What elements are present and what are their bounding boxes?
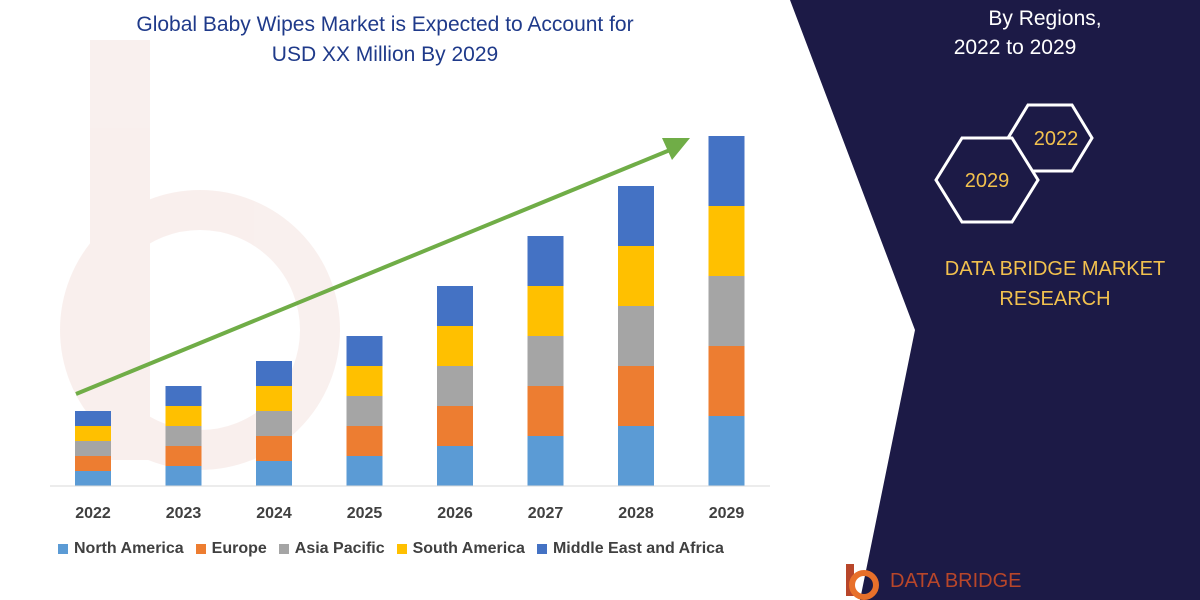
legend-swatch [536, 544, 547, 554]
bar-segment-2023-0 [165, 466, 202, 486]
bar-segment-2024-4 [256, 361, 292, 386]
bar-segment-2023-3 [165, 406, 202, 426]
x-tick-label: 2023 [166, 505, 202, 522]
bar-segment-2022-2 [75, 441, 111, 456]
bar-segment-2027-1 [527, 386, 564, 436]
bar-segment-2022-0 [75, 471, 111, 486]
bar-segment-2029-3 [708, 206, 745, 276]
brand-name-line-2: RESEARCH [999, 288, 1111, 310]
logo-text: DATA BRIDGE [890, 570, 1022, 592]
chart-title: Global Baby Wipes Market is Expected to … [100, 10, 670, 70]
x-tick-label: 2025 [347, 505, 383, 522]
bar-segment-2024-0 [256, 461, 292, 486]
bar-segment-2029-0 [708, 416, 745, 486]
legend-label: North America [74, 540, 184, 557]
x-tick-label: 2022 [75, 505, 111, 522]
bar-segment-2026-2 [437, 366, 473, 406]
right-panel-line-1: By Regions, [988, 7, 1102, 30]
legend-item: South America [396, 540, 525, 558]
chart-title-line-1: Global Baby Wipes Market is Expected to … [136, 13, 634, 36]
bar-segment-2025-2 [346, 396, 383, 426]
legend-swatch [195, 544, 206, 554]
bar-segment-2022-1 [75, 456, 111, 471]
x-tick-label: 2029 [709, 505, 745, 522]
bar-segment-2026-1 [437, 406, 473, 446]
trend-arrow [75, 138, 690, 396]
bar-segment-2027-2 [527, 336, 564, 386]
legend-item: North America [58, 540, 184, 558]
bar-segment-2029-4 [708, 136, 745, 206]
logo-icon [846, 564, 879, 600]
right-panel-line-2: 2022 to 2029 [953, 36, 1077, 59]
bar-segment-2023-2 [165, 426, 202, 446]
brand-name-line-1: DATA BRIDGE MARKET [944, 258, 1166, 280]
chart-title-line-2: USD XX Million By 2029 [271, 43, 499, 66]
bar-segment-2028-1 [618, 366, 654, 426]
bar-segment-2023-4 [165, 386, 202, 406]
legend-item: Middle East and Africa [536, 540, 724, 558]
bar-segment-2024-1 [256, 436, 292, 461]
bar-segment-2022-3 [75, 426, 111, 441]
legend-label: Middle East and Africa [552, 540, 724, 557]
hexagon-front-label: 2029 [965, 170, 1010, 192]
bar-segment-2027-0 [527, 436, 564, 486]
hexagon-front [934, 136, 1040, 224]
bar-segment-2025-4 [346, 336, 383, 366]
bar-segment-2024-2 [256, 411, 292, 436]
bar-segment-2028-2 [618, 306, 654, 366]
bar-segment-2025-1 [346, 426, 383, 456]
bar-segment-2028-3 [618, 246, 654, 306]
bar-segment-2027-3 [527, 286, 564, 336]
stacked-bars [75, 136, 745, 486]
bar-segment-2026-4 [437, 286, 473, 326]
x-tick-labels: 2022 2023 2024 2025 2026 2027 2028 2029 [75, 505, 744, 522]
legend-swatch [278, 544, 289, 554]
bar-segment-2026-3 [437, 326, 473, 366]
bar-segment-2029-1 [708, 346, 745, 416]
bar-segment-2027-4 [527, 236, 564, 286]
hexagon-back-label: 2022 [1034, 128, 1079, 150]
x-tick-label: 2027 [528, 505, 564, 522]
right-panel-background [790, 0, 1200, 600]
legend-swatch [58, 544, 68, 554]
bar-segment-2026-0 [437, 446, 473, 486]
legend-label: Asia Pacific [294, 540, 385, 557]
x-tick-label: 2028 [618, 505, 654, 522]
legend-label: Europe [211, 540, 267, 557]
legend-swatch [396, 544, 407, 554]
bar-segment-2024-3 [256, 386, 292, 411]
bar-segment-2028-4 [618, 186, 654, 246]
bar-segment-2028-0 [618, 426, 654, 486]
x-tick-label: 2024 [256, 505, 292, 522]
legend-item: Asia Pacific [278, 540, 385, 558]
bar-segment-2022-4 [75, 411, 111, 426]
legend-item: Europe [195, 540, 267, 558]
brand-name: DATA BRIDGE MARKET RESEARCH [920, 254, 1190, 314]
x-tick-label: 2026 [437, 505, 473, 522]
bar-segment-2025-3 [346, 366, 383, 396]
legend-label: South America [412, 540, 525, 557]
bar-segment-2029-2 [708, 276, 745, 346]
bar-segment-2025-0 [346, 456, 383, 486]
bar-segment-2023-1 [165, 446, 202, 466]
chart-legend: North America Europe Asia Pacific South Ame… [58, 540, 724, 558]
